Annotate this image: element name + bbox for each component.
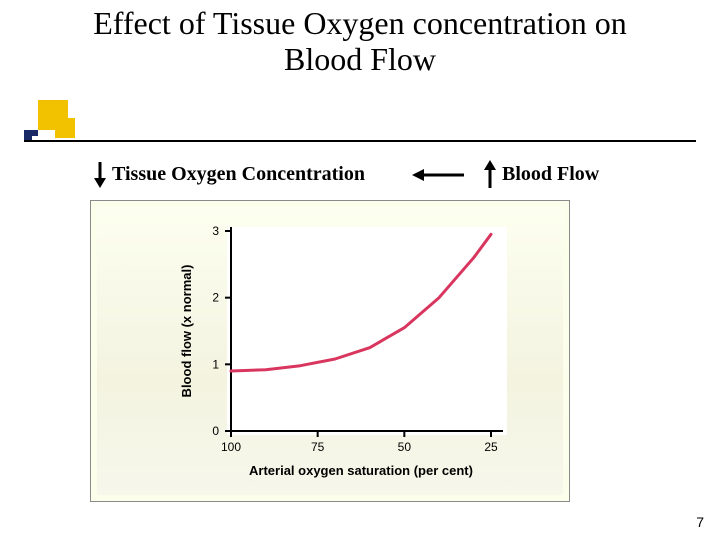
plot-background — [227, 227, 507, 435]
left-arrow-icon — [412, 169, 464, 181]
x-tick-label: 100 — [221, 440, 241, 454]
page-number: 7 — [696, 514, 704, 530]
title-line-2: Blood Flow — [284, 41, 436, 77]
relationship-left-label: Tissue Oxygen Concentration — [112, 163, 365, 185]
x-tick-label: 75 — [311, 440, 325, 454]
relationship-row: Tissue Oxygen Concentration Blood Flow — [92, 160, 652, 190]
title-line-1: Effect of Tissue Oxygen concentration on — [93, 5, 627, 41]
horizontal-rule — [24, 140, 696, 142]
y-tick-label: 2 — [212, 291, 219, 305]
down-arrow-icon — [94, 162, 106, 188]
up-arrow-icon — [484, 160, 496, 188]
y-tick-label: 1 — [212, 357, 219, 371]
y-tick-label: 0 — [212, 424, 219, 438]
x-axis-label: Arterial oxygen saturation (per cent) — [249, 463, 473, 478]
x-tick-label: 25 — [484, 440, 498, 454]
x-tick-label: 50 — [398, 440, 412, 454]
chart-svg: 0 1 2 3 100 75 50 25 Blood flow (x normal) Arteri… — [91, 201, 569, 501]
decor-yellow-square-2 — [55, 118, 75, 138]
y-tick-label: 3 — [212, 224, 219, 238]
y-axis-label: Blood flow (x normal) — [179, 265, 194, 398]
relationship-right-label: Blood Flow — [502, 163, 599, 185]
chart-panel: 0 1 2 3 100 75 50 25 Blood flow (x normal) Arteri… — [90, 200, 570, 502]
slide-title: Effect of Tissue Oxygen concentration on… — [0, 6, 720, 78]
